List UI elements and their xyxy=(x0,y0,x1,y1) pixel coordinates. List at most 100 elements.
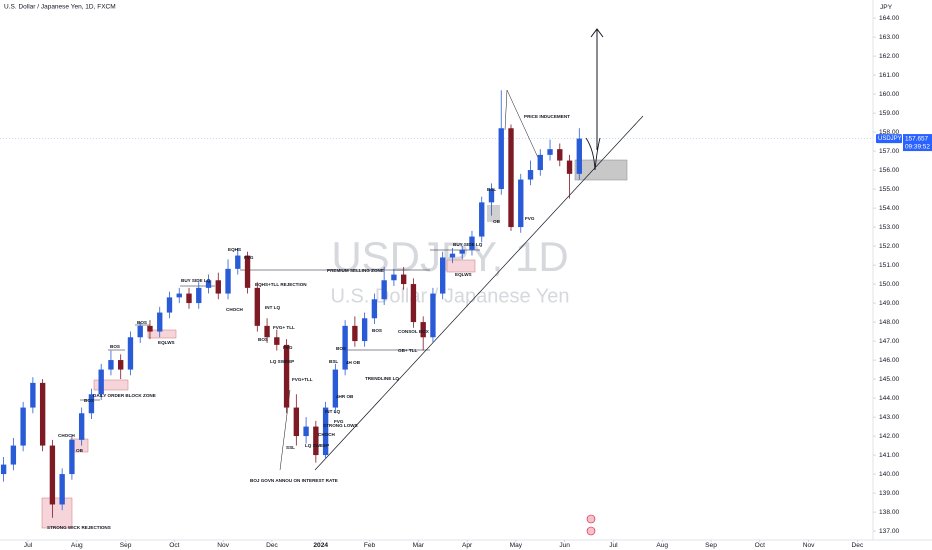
annotation: PREMIUM SELLING ZONE xyxy=(327,268,384,273)
candle-body xyxy=(576,138,582,174)
x-tick-label: Mar xyxy=(413,542,425,549)
candle-body xyxy=(400,274,407,285)
y-tick-label: 162.00 xyxy=(879,53,900,60)
annotation: 4H OB xyxy=(346,360,361,365)
candle-body xyxy=(547,149,553,155)
y-tick-label: 154.00 xyxy=(879,205,900,212)
annotation: BSL xyxy=(487,187,496,192)
x-tick-label: Nov xyxy=(217,542,229,549)
candle-body xyxy=(30,382,36,408)
candle-body xyxy=(479,202,485,237)
candle-body xyxy=(215,280,221,294)
y-tick-label: 139.00 xyxy=(879,490,900,497)
annotation: SSL xyxy=(286,445,295,450)
y-tick-label: 147.00 xyxy=(879,338,900,345)
y-tick-label: 140.00 xyxy=(879,471,900,478)
y-tick-label: 144.00 xyxy=(879,395,900,402)
annotation: EQHS xyxy=(228,247,241,252)
x-tick-label: Jul xyxy=(24,542,33,549)
annotation: STRONG WICK REJECTIONS xyxy=(47,525,111,530)
y-tick-label: 155.00 xyxy=(879,186,900,193)
candle-body xyxy=(381,280,387,300)
annotation: FVG+TLL xyxy=(292,377,313,382)
candle-body xyxy=(0,464,7,475)
annotation: BSL xyxy=(329,359,338,364)
annotation: CONSOL BOX xyxy=(398,329,430,334)
y-tick-label: 142.00 xyxy=(879,433,900,440)
candle-body xyxy=(371,299,378,319)
x-tick-label: May xyxy=(510,542,523,549)
annotation: BOS xyxy=(137,320,147,325)
annotation: INT LQ xyxy=(265,305,280,310)
annotation: BOS xyxy=(84,398,94,403)
candle-body xyxy=(235,255,241,269)
annotation: EQLWS xyxy=(455,272,472,277)
candle-body xyxy=(410,284,417,323)
y-tick-label: 159.00 xyxy=(879,110,900,117)
annotation: EQHS+TLL REJECTION xyxy=(255,282,307,287)
candle-body xyxy=(10,445,17,465)
x-tick-label: Jul xyxy=(609,542,618,549)
candle-body xyxy=(274,337,280,345)
y-tick-label: 150.00 xyxy=(879,281,900,288)
event-icon xyxy=(586,526,596,536)
trendline xyxy=(314,115,644,471)
candle-body xyxy=(352,325,358,342)
annotation: CHOCH xyxy=(58,433,76,438)
x-tick-label: Aug xyxy=(71,542,83,549)
event-icons xyxy=(586,514,596,536)
candle-body xyxy=(88,394,95,414)
x-tick-label: Sep xyxy=(120,542,132,549)
symbol-badge xyxy=(876,134,902,144)
annotation: BUY SIDE LQ xyxy=(181,278,211,283)
candle-body xyxy=(205,280,212,288)
candle-body xyxy=(527,170,534,180)
projection-path xyxy=(585,137,601,171)
candle-body xyxy=(361,318,368,342)
annotation: STRONG LOWS xyxy=(323,423,358,428)
price-label: 157.657 xyxy=(905,135,929,142)
x-tick-label: Dec xyxy=(852,542,864,549)
y-tick-label: 152.00 xyxy=(879,243,900,250)
candle-body xyxy=(283,344,290,408)
candle-body xyxy=(186,293,192,304)
arrow-head xyxy=(590,28,604,38)
x-tick-label: 2024 xyxy=(313,542,328,549)
candle-body xyxy=(293,407,300,437)
candle-body xyxy=(449,253,456,258)
candle-body xyxy=(557,149,563,161)
candle-body xyxy=(78,413,85,440)
candle-body xyxy=(459,249,465,254)
x-tick-label: Nov xyxy=(803,542,815,549)
candle-body xyxy=(176,293,182,298)
candle-body xyxy=(566,160,573,174)
candle-body xyxy=(39,382,46,446)
y-tick-label: 153.00 xyxy=(879,224,900,231)
inducement-line xyxy=(504,89,508,131)
annotation: FVG xyxy=(334,419,344,424)
candle-body xyxy=(391,274,397,281)
y-tick-label: 143.00 xyxy=(879,414,900,421)
candle-body xyxy=(488,189,495,203)
candle-body xyxy=(508,128,514,228)
annotation: FVG+ TLL xyxy=(273,325,295,330)
annotation: BOS xyxy=(110,344,120,349)
candle-body xyxy=(59,474,65,505)
y-tick-label: 138.00 xyxy=(879,509,900,516)
y-tick-label: 160.00 xyxy=(879,91,900,98)
annotation: 4HR OB xyxy=(336,394,354,399)
annotation: FVG xyxy=(525,216,535,221)
annotation: BOS xyxy=(258,337,268,342)
y-tick-label: 145.00 xyxy=(879,376,900,383)
candle-body xyxy=(303,426,309,437)
candle-body xyxy=(342,325,348,370)
candle-body xyxy=(157,312,163,332)
event-icon xyxy=(586,514,596,524)
countdown-label: 09:39:52 xyxy=(905,143,930,150)
candle-body xyxy=(166,297,173,313)
candle-body xyxy=(98,369,104,395)
annotation: LQ SWEEP xyxy=(305,443,329,448)
x-tick-label: Oct xyxy=(169,542,179,549)
annotation: BOJ GOVN ANNOU ON INTEREST RATE xyxy=(250,478,338,483)
